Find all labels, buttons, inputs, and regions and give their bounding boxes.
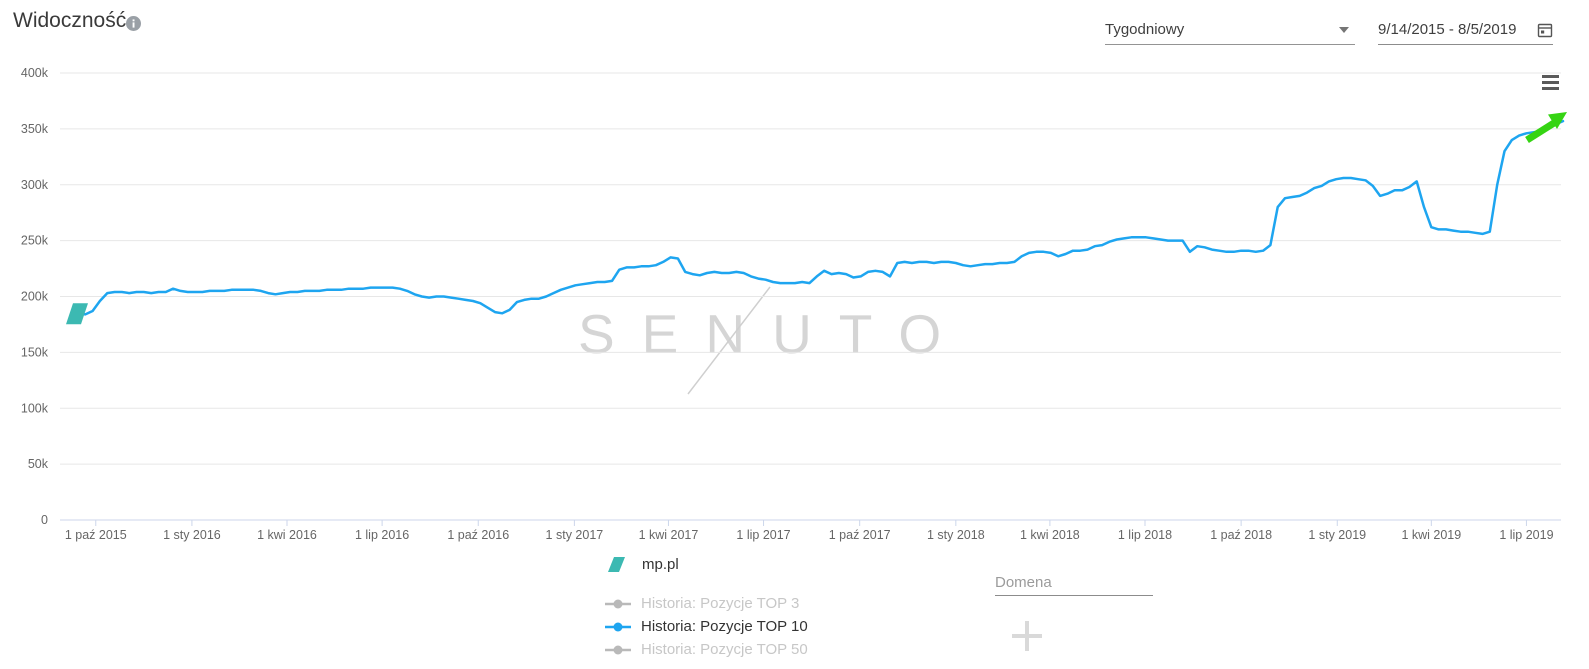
y-axis-label: 350k (21, 122, 49, 136)
y-axis-label: 200k (21, 290, 49, 304)
series-marker-icon (605, 622, 631, 631)
add-domain-button[interactable] (1008, 617, 1046, 655)
x-axis-label: 1 sty 2019 (1308, 528, 1366, 542)
growth-arrow-shaft (1525, 120, 1556, 143)
x-axis-label: 1 paź 2015 (65, 528, 127, 542)
y-axis-label: 50k (28, 457, 49, 471)
y-axis-label: 150k (21, 345, 49, 359)
x-axis-label: 1 paź 2016 (447, 528, 509, 542)
y-axis-label: 300k (21, 178, 49, 192)
watermark-logo-slash (687, 286, 771, 395)
page-title: Widoczność (13, 9, 127, 32)
legend-label-top50: Historia: Pozycje TOP 50 (641, 641, 808, 658)
growth-arrow-head (1548, 112, 1567, 129)
x-axis-label: 1 kwi 2018 (1020, 528, 1080, 542)
x-axis-label: 1 paź 2018 (1210, 528, 1272, 542)
chart-menu-button[interactable] (1542, 75, 1559, 90)
series-line-top10[interactable] (76, 119, 1565, 316)
y-axis-label: 100k (21, 401, 49, 415)
legend-domain-label: mp.pl (642, 556, 679, 573)
calendar-icon[interactable] (1537, 22, 1553, 38)
chart-legend: mp.pl Historia: Pozycje TOP 3 Historia: … (605, 556, 808, 661)
interval-select[interactable]: Tygodniowy (1105, 15, 1355, 45)
legend-item-top50[interactable]: Historia: Pozycje TOP 50 (605, 638, 808, 661)
series-marker-icon (605, 599, 631, 608)
y-axis-label: 250k (21, 234, 49, 248)
interval-select-value: Tygodniowy (1105, 21, 1185, 38)
y-axis-label: 400k (21, 66, 49, 80)
legend-label-top3: Historia: Pozycje TOP 3 (641, 595, 800, 612)
domain-marker-icon (608, 557, 625, 572)
watermark-logo: SENUTO (578, 303, 969, 365)
chevron-down-icon (1339, 26, 1349, 33)
x-axis-label: 1 sty 2016 (163, 528, 221, 542)
x-axis-label: 1 kwi 2019 (1401, 528, 1461, 542)
legend-item-top10[interactable]: Historia: Pozycje TOP 10 (605, 615, 808, 638)
x-axis-label: 1 lip 2018 (1118, 528, 1172, 542)
legend-item-domain[interactable]: mp.pl (605, 556, 808, 573)
date-range-value: 9/14/2015 - 8/5/2019 (1378, 21, 1517, 38)
series-marker-icon (605, 645, 631, 654)
x-axis-label: 1 lip 2019 (1499, 528, 1553, 542)
x-axis-label: 1 lip 2016 (355, 528, 409, 542)
x-axis-label: 1 kwi 2017 (639, 528, 699, 542)
legend-label-top10: Historia: Pozycje TOP 10 (641, 618, 808, 635)
x-axis-label: 1 sty 2018 (927, 528, 985, 542)
domain-start-marker (66, 303, 88, 325)
date-range-input[interactable]: 9/14/2015 - 8/5/2019 (1378, 15, 1553, 45)
domain-search-input[interactable] (995, 570, 1153, 596)
x-axis-label: 1 paź 2017 (829, 528, 891, 542)
x-axis-label: 1 lip 2017 (736, 528, 790, 542)
x-axis-label: 1 sty 2017 (546, 528, 604, 542)
legend-item-top3[interactable]: Historia: Pozycje TOP 3 (605, 592, 808, 615)
y-axis-label: 0 (41, 513, 48, 527)
x-axis-label: 1 kwi 2016 (257, 528, 317, 542)
info-icon[interactable] (126, 16, 141, 31)
